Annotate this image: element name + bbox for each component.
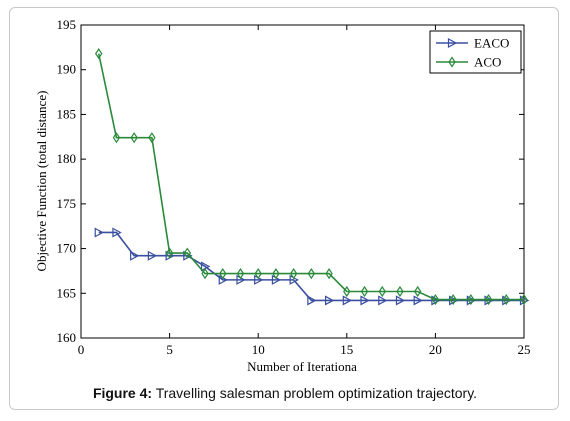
data-point-aco — [307, 268, 316, 280]
data-point-aco — [343, 285, 351, 298]
legend-marker-aco — [448, 56, 456, 68]
y-tick-label: 165 — [57, 285, 77, 300]
x-tick-label: 20 — [429, 342, 442, 357]
data-point-eaco — [342, 295, 353, 306]
y-tick-label: 180 — [57, 151, 77, 166]
y-tick-label: 185 — [57, 106, 77, 121]
data-point-aco — [183, 247, 192, 259]
data-point-eaco — [324, 295, 335, 306]
data-point-eaco — [484, 295, 494, 306]
legend-box — [429, 30, 522, 74]
data-point-aco — [219, 268, 227, 280]
data-point-aco — [520, 293, 528, 306]
data-point-aco — [201, 268, 209, 280]
data-point-aco — [130, 132, 138, 144]
data-point-aco — [502, 293, 511, 306]
data-point-eaco — [360, 295, 370, 306]
data-point-eaco — [395, 295, 406, 306]
y-tick-label: 175 — [57, 196, 77, 211]
x-tick-label: 10 — [252, 342, 265, 357]
data-point-aco — [378, 285, 386, 298]
data-point-eaco — [307, 295, 317, 306]
data-point-eaco — [431, 295, 441, 306]
data-point-aco — [236, 268, 245, 280]
data-point-aco — [431, 293, 440, 306]
caption-label: Figure 4: — [92, 385, 153, 401]
data-point-eaco — [147, 250, 158, 261]
data-point-aco — [449, 293, 457, 306]
data-point-aco — [112, 132, 121, 144]
data-point-eaco — [519, 295, 530, 306]
data-point-aco — [94, 48, 103, 60]
data-point-aco — [254, 268, 262, 280]
legend-label-eaco: EACO — [474, 36, 509, 51]
data-point-aco — [272, 268, 280, 280]
legend-label-aco: ACO — [474, 55, 501, 70]
data-point-aco — [413, 285, 422, 298]
data-point-eaco — [413, 295, 423, 306]
series-aco — [94, 48, 528, 306]
legend: EACO ACO — [429, 30, 522, 74]
x-axis-label: Number of Iterationa — [247, 359, 357, 374]
y-tick-label: 190 — [57, 62, 77, 77]
y-tick-label: 195 — [57, 17, 77, 32]
data-point-eaco — [466, 295, 477, 306]
x-tick-label: 15 — [340, 342, 353, 357]
plot-area — [80, 24, 525, 339]
series-line-eaco — [98, 231, 524, 302]
data-point-aco — [165, 247, 174, 259]
data-point-eaco — [378, 295, 388, 306]
data-point-aco — [325, 268, 333, 280]
y-tick-label: 170 — [57, 241, 77, 256]
y-axis-label: Objective Function (total distance) — [34, 91, 49, 272]
x-tick-label: 25 — [518, 342, 531, 357]
data-point-aco — [148, 132, 156, 144]
data-point-aco — [396, 285, 404, 298]
data-point-aco — [484, 293, 493, 306]
series-line-aco — [97, 53, 524, 301]
data-point-eaco — [130, 250, 140, 261]
data-point-aco — [467, 293, 475, 306]
figure-caption: Figure 4: Travelling salesman problem op… — [0, 385, 570, 401]
data-point-aco — [360, 285, 369, 298]
x-tick-label: 0 — [78, 342, 85, 357]
data-point-eaco — [112, 227, 122, 238]
data-point-aco — [289, 268, 298, 280]
legend-marker-eaco — [447, 38, 458, 48]
caption-text: Travelling salesman problem optimization… — [152, 385, 478, 401]
x-tick-label: 5 — [166, 342, 173, 357]
data-point-eaco — [449, 295, 459, 306]
data-point-eaco — [502, 295, 512, 306]
y-tick-label: 160 — [57, 330, 77, 345]
data-point-eaco — [94, 227, 104, 238]
